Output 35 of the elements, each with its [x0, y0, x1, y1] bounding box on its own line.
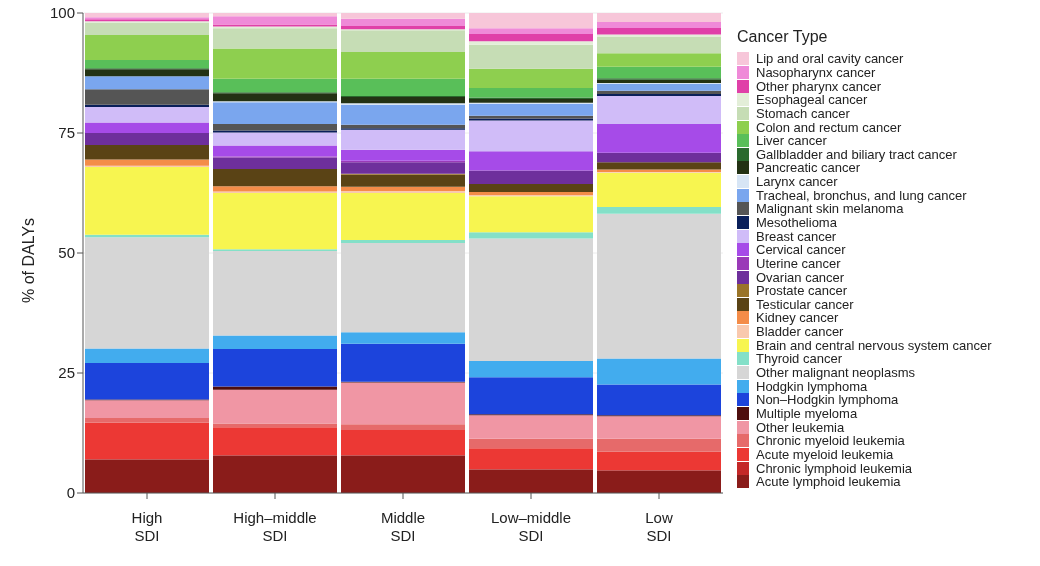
legend-label: Pancreatic cancer — [756, 160, 861, 176]
y-tick-label: 0 — [66, 484, 75, 502]
legend-label: Malignant skin melanoma — [756, 201, 904, 217]
x-tick-label: Middle SDI — [380, 509, 426, 544]
legend-label: Bladder cancer — [756, 324, 844, 340]
legend-label: Esophageal cancer — [756, 92, 868, 108]
legend-label: Ovarian cancer — [756, 269, 845, 285]
legend-label: Prostate cancer — [756, 283, 848, 299]
legend-title: Cancer Type — [737, 28, 829, 46]
legend-label: Chronic myeloid leukemia — [756, 433, 905, 449]
x-tick-label: High–middle SDI — [233, 509, 317, 544]
y-axis-title: % of DALYs — [19, 217, 37, 303]
legend-label: Kidney cancer — [756, 310, 839, 326]
legend-label: Acute lymphoid leukemia — [756, 474, 901, 490]
legend-label: Lip and oral cavity cancer — [756, 51, 904, 67]
x-tick-label: High SDI — [131, 509, 163, 544]
legend-label: Gallbladder and biliary tract cancer — [756, 146, 957, 162]
y-tick-label: 75 — [58, 124, 75, 142]
legend-label: Other malignant neoplasms — [756, 365, 915, 381]
legend-label: Non–Hodgkin lymphoma — [756, 392, 899, 408]
x-tick-label: Low–middle SDI — [490, 509, 572, 544]
legend-label: Larynx cancer — [756, 174, 838, 190]
legend-label: Colon and rectum cancer — [756, 119, 902, 135]
y-tick-label: 25 — [58, 364, 75, 382]
y-tick-label: 100 — [49, 4, 75, 22]
legend-label: Thyroid cancer — [756, 351, 842, 367]
x-tick-label: Low SDI — [645, 509, 673, 544]
legend-label: Uterine cancer — [756, 255, 841, 271]
legend-label: Cervical cancer — [756, 242, 846, 258]
legend-label: Testicular cancer — [756, 296, 854, 312]
legend-label: Liver cancer — [756, 133, 827, 149]
legend-label: Brain and central nervous system cancer — [756, 337, 992, 353]
legend-label: Mesothelioma — [756, 215, 837, 230]
legend-label: Breast cancer — [756, 228, 837, 244]
y-tick-label: 50 — [58, 244, 75, 262]
